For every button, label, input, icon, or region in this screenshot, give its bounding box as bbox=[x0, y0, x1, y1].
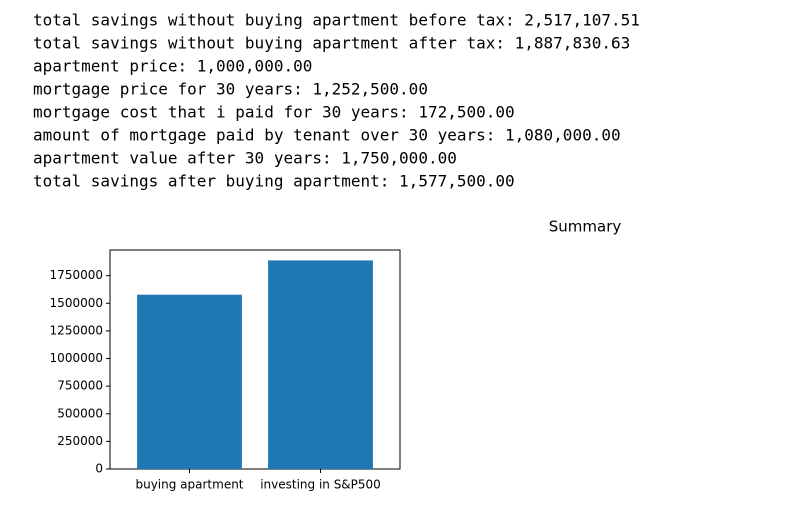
bar bbox=[268, 260, 373, 469]
output-line: total savings without buying apartment b… bbox=[33, 11, 640, 30]
y-tick-label: 1500000 bbox=[50, 296, 103, 310]
output-line: total savings without buying apartment a… bbox=[33, 34, 630, 53]
x-tick-label: buying apartment bbox=[135, 478, 243, 492]
output-line: total savings after buying apartment: 1,… bbox=[33, 172, 515, 191]
y-tick-label: 250000 bbox=[57, 434, 103, 448]
chart-title: Summary bbox=[549, 218, 622, 236]
y-tick-label: 1250000 bbox=[50, 323, 103, 337]
x-tick-label: investing in S&P500 bbox=[260, 478, 381, 492]
output-line: apartment value after 30 years: 1,750,00… bbox=[33, 149, 457, 168]
output-line: amount of mortgage paid by tenant over 3… bbox=[33, 126, 621, 145]
y-tick-label: 500000 bbox=[57, 406, 103, 420]
bar bbox=[137, 294, 242, 469]
y-tick-label: 1000000 bbox=[50, 351, 103, 365]
output-line: apartment price: 1,000,000.00 bbox=[33, 57, 312, 76]
plot-frame bbox=[109, 249, 401, 470]
y-tick-label: 1750000 bbox=[50, 268, 103, 282]
output-line: mortgage cost that i paid for 30 years: … bbox=[33, 103, 515, 122]
y-tick-label: 750000 bbox=[57, 379, 103, 393]
output-line: mortgage price for 30 years: 1,252,500.0… bbox=[33, 80, 428, 99]
y-tick-label: 0 bbox=[95, 462, 103, 476]
